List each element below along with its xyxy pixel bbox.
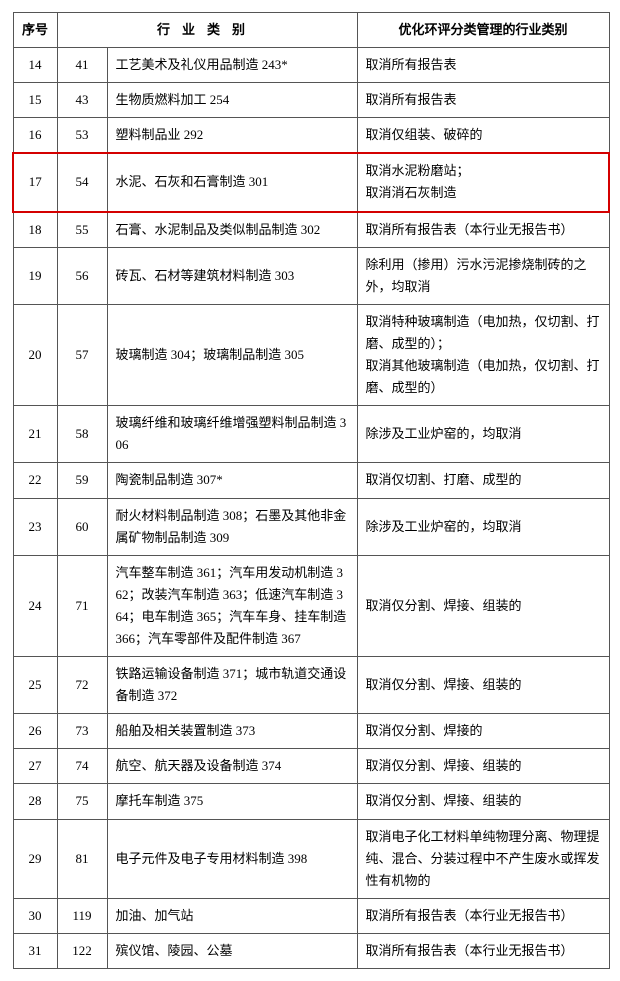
cell-industry: 石膏、水泥制品及类似制品制造 302 bbox=[107, 212, 357, 248]
table-row: 31122殡仪馆、陵园、公墓取消所有报告表（本行业无报告书） bbox=[13, 933, 609, 968]
cell-seq: 21 bbox=[13, 406, 57, 463]
cell-code: 60 bbox=[57, 498, 107, 555]
cell-note: 取消水泥粉磨站；取消消石灰制造 bbox=[357, 153, 609, 211]
table-body: 1441工艺美术及礼仪用品制造 243*取消所有报告表1543生物质燃料加工 2… bbox=[13, 48, 609, 969]
table-header: 序号 行业类别 优化环评分类管理的行业类别 bbox=[13, 13, 609, 48]
document-table-container: 序号 行业类别 优化环评分类管理的行业类别 1441工艺美术及礼仪用品制造 24… bbox=[12, 12, 608, 969]
cell-seq: 23 bbox=[13, 498, 57, 555]
cell-industry: 电子元件及电子专用材料制造 398 bbox=[107, 819, 357, 898]
cell-note: 取消电子化工材料单纯物理分离、物理提纯、混合、分装过程中不产生废水或挥发性有机物… bbox=[357, 819, 609, 898]
cell-note: 取消特种玻璃制造（电加热，仅切割、打磨、成型的）；取消其他玻璃制造（电加热，仅切… bbox=[357, 304, 609, 405]
cell-industry: 航空、航天器及设备制造 374 bbox=[107, 749, 357, 784]
cell-industry: 工艺美术及礼仪用品制造 243* bbox=[107, 48, 357, 83]
table-row: 1543生物质燃料加工 254取消所有报告表 bbox=[13, 83, 609, 118]
cell-industry: 塑料制品业 292 bbox=[107, 118, 357, 154]
cell-note: 取消仅分割、焊接、组装的 bbox=[357, 749, 609, 784]
cell-industry: 汽车整车制造 361；汽车用发动机制造 362；改装汽车制造 363；低速汽车制… bbox=[107, 555, 357, 656]
cell-code: 75 bbox=[57, 784, 107, 819]
cell-code: 74 bbox=[57, 749, 107, 784]
cell-code: 41 bbox=[57, 48, 107, 83]
cell-note: 取消仅分割、焊接、组装的 bbox=[357, 657, 609, 714]
cell-code: 81 bbox=[57, 819, 107, 898]
table-row: 2774航空、航天器及设备制造 374取消仅分割、焊接、组装的 bbox=[13, 749, 609, 784]
table-row: 2875摩托车制造 375取消仅分割、焊接、组装的 bbox=[13, 784, 609, 819]
cell-code: 122 bbox=[57, 933, 107, 968]
table-row: 2158玻璃纤维和玻璃纤维增强塑料制品制造 306除涉及工业炉窑的，均取消 bbox=[13, 406, 609, 463]
cell-note: 取消所有报告表（本行业无报告书） bbox=[357, 898, 609, 933]
cell-seq: 31 bbox=[13, 933, 57, 968]
table-row: 2981电子元件及电子专用材料制造 398取消电子化工材料单纯物理分离、物理提纯… bbox=[13, 819, 609, 898]
cell-code: 43 bbox=[57, 83, 107, 118]
cell-note: 取消仅分割、焊接的 bbox=[357, 714, 609, 749]
cell-code: 53 bbox=[57, 118, 107, 154]
cell-note: 取消所有报告表 bbox=[357, 83, 609, 118]
cell-note: 取消仅组装、破碎的 bbox=[357, 118, 609, 154]
cell-code: 55 bbox=[57, 212, 107, 248]
cell-note: 取消仅切割、打磨、成型的 bbox=[357, 463, 609, 498]
cell-industry: 船舶及相关装置制造 373 bbox=[107, 714, 357, 749]
cell-industry: 玻璃制造 304；玻璃制品制造 305 bbox=[107, 304, 357, 405]
cell-seq: 17 bbox=[13, 153, 57, 211]
cell-note: 除涉及工业炉窑的，均取消 bbox=[357, 406, 609, 463]
industry-table: 序号 行业类别 优化环评分类管理的行业类别 1441工艺美术及礼仪用品制造 24… bbox=[12, 12, 610, 969]
cell-seq: 19 bbox=[13, 247, 57, 304]
cell-seq: 30 bbox=[13, 898, 57, 933]
cell-seq: 18 bbox=[13, 212, 57, 248]
cell-industry: 铁路运输设备制造 371；城市轨道交通设备制造 372 bbox=[107, 657, 357, 714]
table-row: 2057玻璃制造 304；玻璃制品制造 305取消特种玻璃制造（电加热，仅切割、… bbox=[13, 304, 609, 405]
cell-code: 58 bbox=[57, 406, 107, 463]
cell-note: 取消所有报告表（本行业无报告书） bbox=[357, 933, 609, 968]
table-row: 30119加油、加气站取消所有报告表（本行业无报告书） bbox=[13, 898, 609, 933]
cell-industry: 耐火材料制品制造 308；石墨及其他非金属矿物制品制造 309 bbox=[107, 498, 357, 555]
cell-seq: 20 bbox=[13, 304, 57, 405]
cell-industry: 加油、加气站 bbox=[107, 898, 357, 933]
cell-seq: 16 bbox=[13, 118, 57, 154]
cell-industry: 生物质燃料加工 254 bbox=[107, 83, 357, 118]
cell-code: 57 bbox=[57, 304, 107, 405]
cell-seq: 14 bbox=[13, 48, 57, 83]
cell-note: 除涉及工业炉窑的，均取消 bbox=[357, 498, 609, 555]
cell-code: 71 bbox=[57, 555, 107, 656]
cell-seq: 24 bbox=[13, 555, 57, 656]
table-row: 2360耐火材料制品制造 308；石墨及其他非金属矿物制品制造 309除涉及工业… bbox=[13, 498, 609, 555]
cell-code: 73 bbox=[57, 714, 107, 749]
cell-note: 取消所有报告表 bbox=[357, 48, 609, 83]
table-row: 1855石膏、水泥制品及类似制品制造 302取消所有报告表（本行业无报告书） bbox=[13, 212, 609, 248]
table-row: 1956砖瓦、石材等建筑材料制造 303除利用（掺用）污水污泥掺烧制砖的之外，均… bbox=[13, 247, 609, 304]
table-row: 2572铁路运输设备制造 371；城市轨道交通设备制造 372取消仅分割、焊接、… bbox=[13, 657, 609, 714]
cell-code: 72 bbox=[57, 657, 107, 714]
cell-industry: 陶瓷制品制造 307* bbox=[107, 463, 357, 498]
table-row: 2471汽车整车制造 361；汽车用发动机制造 362；改装汽车制造 363；低… bbox=[13, 555, 609, 656]
table-row: 2259陶瓷制品制造 307*取消仅切割、打磨、成型的 bbox=[13, 463, 609, 498]
cell-note: 取消仅分割、焊接、组装的 bbox=[357, 784, 609, 819]
cell-code: 56 bbox=[57, 247, 107, 304]
col-header-seq: 序号 bbox=[13, 13, 57, 48]
cell-industry: 砖瓦、石材等建筑材料制造 303 bbox=[107, 247, 357, 304]
cell-note: 取消仅分割、焊接、组装的 bbox=[357, 555, 609, 656]
cell-seq: 15 bbox=[13, 83, 57, 118]
cell-code: 54 bbox=[57, 153, 107, 211]
cell-seq: 22 bbox=[13, 463, 57, 498]
cell-code: 119 bbox=[57, 898, 107, 933]
cell-industry: 摩托车制造 375 bbox=[107, 784, 357, 819]
col-header-note: 优化环评分类管理的行业类别 bbox=[357, 13, 609, 48]
cell-seq: 29 bbox=[13, 819, 57, 898]
table-row: 1754水泥、石灰和石膏制造 301取消水泥粉磨站；取消消石灰制造 bbox=[13, 153, 609, 211]
col-header-industry: 行业类别 bbox=[57, 13, 357, 48]
cell-seq: 25 bbox=[13, 657, 57, 714]
cell-industry: 玻璃纤维和玻璃纤维增强塑料制品制造 306 bbox=[107, 406, 357, 463]
cell-industry: 殡仪馆、陵园、公墓 bbox=[107, 933, 357, 968]
table-row: 2673船舶及相关装置制造 373取消仅分割、焊接的 bbox=[13, 714, 609, 749]
cell-seq: 28 bbox=[13, 784, 57, 819]
cell-industry: 水泥、石灰和石膏制造 301 bbox=[107, 153, 357, 211]
cell-code: 59 bbox=[57, 463, 107, 498]
table-row: 1653塑料制品业 292取消仅组装、破碎的 bbox=[13, 118, 609, 154]
cell-note: 取消所有报告表（本行业无报告书） bbox=[357, 212, 609, 248]
cell-note: 除利用（掺用）污水污泥掺烧制砖的之外，均取消 bbox=[357, 247, 609, 304]
table-row: 1441工艺美术及礼仪用品制造 243*取消所有报告表 bbox=[13, 48, 609, 83]
cell-seq: 26 bbox=[13, 714, 57, 749]
cell-seq: 27 bbox=[13, 749, 57, 784]
